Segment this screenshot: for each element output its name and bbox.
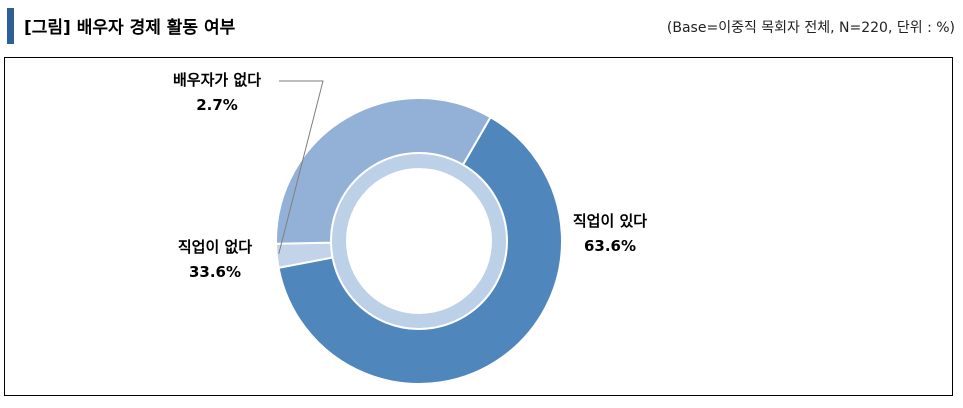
category-label: 직업이 있다	[573, 212, 647, 230]
value-label: 2.7%	[196, 96, 238, 114]
slice-working	[277, 115, 563, 385]
category-label: 배우자가 없다	[173, 71, 261, 89]
category-label: 직업이 없다	[178, 238, 252, 256]
chart-frame: 직업이 있다 63.6% 배우자가 없다 2.7% 직업이 없다 33.6%	[4, 57, 953, 396]
slice-labels: 직업이 있다 63.6% 배우자가 없다 2.7% 직업이 없다 33.6%	[173, 71, 647, 281]
value-label: 33.6%	[189, 263, 241, 281]
slice-not-working	[275, 97, 492, 245]
inner-ring	[332, 154, 506, 328]
value-label: 63.6%	[584, 237, 636, 255]
figure-title: [그림] 배우자 경제 활동 여부	[24, 18, 236, 38]
leader-line	[278, 80, 324, 254]
base-note: (Base=이중직 목회자 전체, N=220, 단위 : %)	[666, 20, 955, 36]
chart-header: [그림] 배우자 경제 활동 여부 (Base=이중직 목회자 전체, N=22…	[0, 0, 963, 48]
leader-lines	[278, 80, 324, 254]
donut-chart: 직업이 있다 63.6% 배우자가 없다 2.7% 직업이 없다 33.6%	[173, 71, 647, 385]
donut-slices	[275, 97, 563, 385]
donut-inner-ring	[332, 154, 506, 328]
header-accent-bar	[7, 8, 14, 44]
